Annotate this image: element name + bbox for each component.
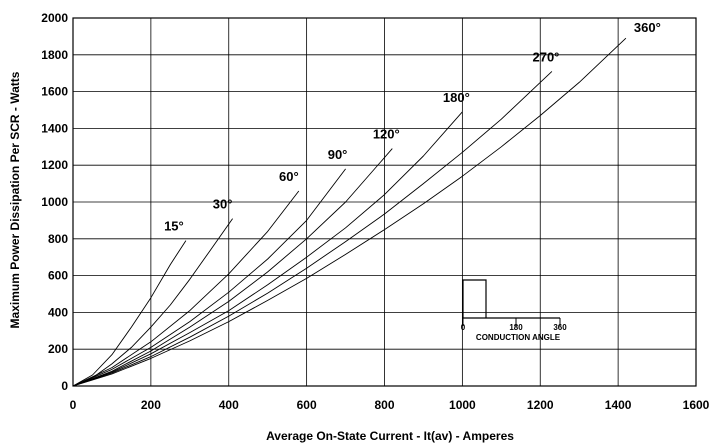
y-tick-label: 1800 [41,48,68,62]
x-tick-label: 1200 [527,398,554,412]
curve-label-3: 90° [328,147,348,162]
y-tick-label: 1000 [41,195,68,209]
x-tick-label: 0 [70,398,77,412]
curve-3 [72,168,346,387]
x-axis-ticks: 0 200 400 600 800 1000 1200 1400 1600 [70,398,710,412]
curve-label-2: 60° [279,169,299,184]
y-tick-label: 2000 [41,11,68,25]
curve-4 [72,148,393,387]
curve-5 [72,111,463,387]
y-tick-label: 0 [61,379,68,393]
x-axis-label: Average On-State Current - It(av) - Ampe… [266,429,514,443]
curves [72,37,627,387]
conduction-angle-inset: 0 180 360 CONDUCTION ANGLE [461,279,567,342]
y-axis-ticks: 0 200 400 600 800 1000 1200 1400 1600 1800 2000 [41,11,68,393]
curve-7 [72,37,627,387]
curve-label-4: 120° [373,127,400,142]
inset-tick-360: 360 [553,323,567,332]
curve-1 [72,218,233,387]
y-tick-label: 800 [48,232,68,246]
curve-label-1: 30° [213,197,233,212]
y-tick-label: 200 [48,342,68,356]
inset-tick-180: 180 [509,323,523,332]
x-tick-label: 1600 [683,398,710,412]
x-tick-label: 200 [141,398,161,412]
curve-2 [72,190,300,387]
y-tick-label: 1200 [41,158,68,172]
conduction-waveform [462,279,560,319]
x-tick-label: 1400 [605,398,632,412]
plot-frame [72,17,697,387]
grid-lines [73,18,696,386]
curve-0 [72,240,187,387]
curve-label-5: 180° [443,90,470,105]
curve-labels: 15° 30° 60° 90° 120° 180° 270° 360° [164,20,661,233]
x-tick-label: 400 [219,398,239,412]
x-tick-label: 600 [297,398,317,412]
curve-label-6: 270° [532,49,559,64]
curve-label-0: 15° [164,219,184,234]
x-tick-label: 1000 [449,398,476,412]
y-tick-label: 600 [48,269,68,283]
curve-label-7: 360° [634,20,661,35]
y-tick-label: 400 [48,305,68,319]
x-tick-label: 800 [374,398,394,412]
curve-6 [72,71,553,387]
inset-tick-0: 0 [461,323,466,332]
y-tick-label: 1400 [41,121,68,135]
inset-caption: CONDUCTION ANGLE [476,333,561,342]
y-axis-label: Maximum Power Dissipation Per SCR - Watt… [8,71,22,328]
y-tick-label: 1600 [41,85,68,99]
